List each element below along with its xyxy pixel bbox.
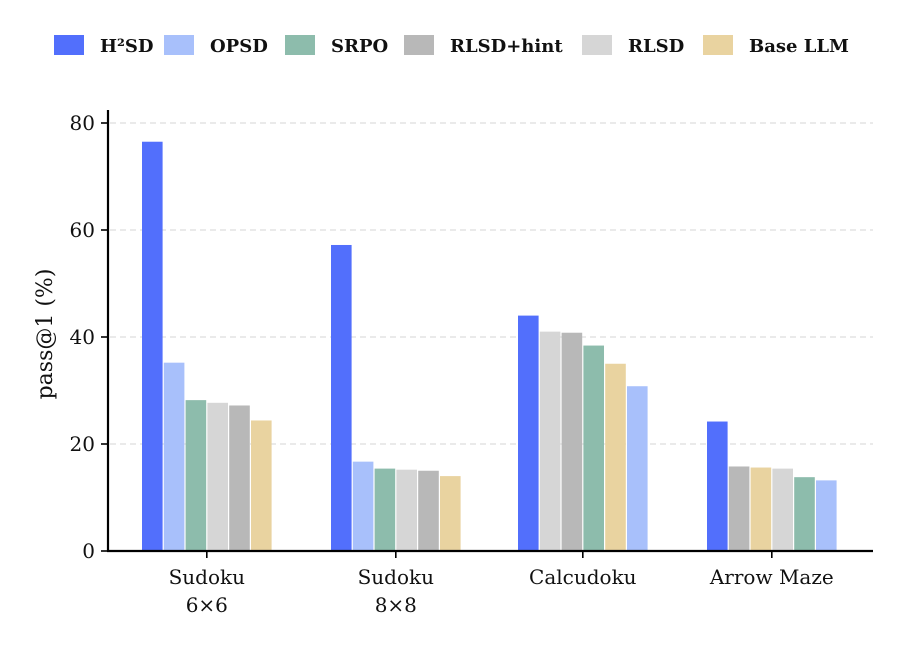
bar-calcudoku-rlsd-hint bbox=[561, 332, 583, 551]
legend-label-rlsd: RLSD bbox=[628, 36, 684, 57]
y-tick-label: 20 bbox=[70, 432, 95, 456]
legend-swatch-srpo bbox=[285, 35, 315, 55]
bar-sudoku-8-8-srpo bbox=[374, 468, 396, 551]
bar-calcudoku-rlsd bbox=[539, 331, 561, 551]
legend-label-rlsd-hint: RLSD+hint bbox=[450, 36, 563, 57]
bar-arrow-maze-opsd bbox=[816, 480, 837, 551]
y-tick-label: 0 bbox=[82, 539, 95, 563]
y-tick-label: 80 bbox=[70, 111, 95, 135]
bar-arrow-maze-srpo bbox=[794, 477, 815, 551]
bar-arrow-maze-rlsd bbox=[772, 468, 793, 551]
bar-sudoku-6-6-base-llm bbox=[251, 420, 272, 551]
x-tick-label: Sudoku bbox=[169, 565, 246, 589]
bar-sudoku-8-8-h-sd bbox=[331, 244, 352, 552]
bar-arrow-maze-h-sd bbox=[707, 421, 728, 551]
bar-arrow-maze-rlsd-hint bbox=[728, 466, 750, 551]
legend-label-base-llm: Base LLM bbox=[749, 36, 849, 57]
legend-swatch-rlsd bbox=[582, 35, 612, 55]
legend-swatch-rlsd-hint bbox=[404, 35, 434, 55]
x-tick-label: 8×8 bbox=[375, 593, 417, 617]
bar-sudoku-8-8-rlsd bbox=[396, 469, 417, 551]
x-tick-label: Calcudoku bbox=[529, 565, 637, 589]
bars bbox=[142, 141, 837, 552]
bar-calcudoku-h-sd bbox=[518, 315, 539, 551]
bar-calcudoku-srpo bbox=[583, 345, 604, 551]
bar-sudoku-8-8-opsd bbox=[352, 461, 374, 551]
x-tick-labels: Sudoku 6×6 Sudoku 8×8 Calcudoku Arrow Maze bbox=[169, 551, 834, 617]
legend-swatch-opsd bbox=[164, 35, 194, 55]
bar-sudoku-6-6-rlsd-hint bbox=[229, 405, 250, 551]
x-tick-label: Arrow Maze bbox=[709, 565, 834, 589]
y-tick-label: 60 bbox=[70, 218, 95, 242]
bar-sudoku-6-6-rlsd bbox=[207, 402, 228, 551]
legend: H²SD OPSD SRPO RLSD+hint RLSD Base LLM bbox=[54, 35, 849, 57]
bar-sudoku-8-8-rlsd-hint bbox=[418, 470, 439, 551]
legend-swatch-base-llm bbox=[703, 35, 733, 55]
y-axis-label: pass@1 (%) bbox=[33, 269, 58, 400]
bar-sudoku-6-6-opsd bbox=[163, 362, 185, 551]
bar-calcudoku-opsd bbox=[627, 386, 648, 551]
legend-label-srpo: SRPO bbox=[331, 36, 388, 57]
legend-label-opsd: OPSD bbox=[210, 36, 268, 57]
axes bbox=[106, 110, 873, 553]
bar-sudoku-6-6-h-sd bbox=[142, 141, 163, 551]
bar-arrow-maze-base-llm bbox=[750, 467, 772, 551]
x-tick-label: 6×6 bbox=[186, 593, 228, 617]
x-tick-label: Sudoku bbox=[358, 565, 435, 589]
gridlines bbox=[110, 122, 873, 445]
bar-sudoku-8-8-base-llm bbox=[440, 476, 461, 551]
bar-calcudoku-base-llm bbox=[605, 363, 626, 551]
bar-sudoku-6-6-srpo bbox=[185, 400, 207, 551]
legend-swatch-h-sd bbox=[54, 35, 84, 55]
y-ticks: 0 20 40 60 80 bbox=[70, 111, 108, 563]
y-tick-label: 40 bbox=[70, 325, 95, 349]
legend-label-h-sd: H²SD bbox=[100, 36, 154, 57]
